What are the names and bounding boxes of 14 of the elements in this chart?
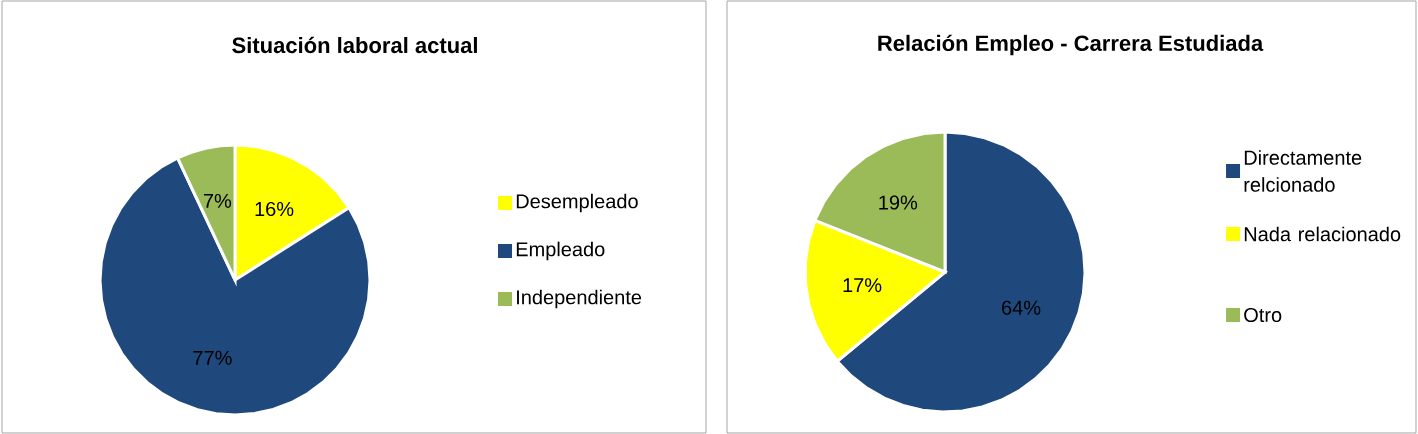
data-label: 17% (843, 278, 882, 293)
legend-label: Independiente (517, 289, 642, 309)
legend-label: Desempleado (516, 193, 638, 213)
data-label: 16% (255, 201, 294, 217)
data-label: 64% (1002, 300, 1041, 315)
data-label: 7% (203, 193, 232, 208)
data-label: 77% (193, 350, 232, 365)
chart-title: Situación laboral actual (232, 36, 477, 54)
data-label: 19% (879, 195, 918, 210)
legend-label: Otro (1244, 307, 1282, 323)
chart-title: Relación Empleo - Carrera Estudiada (878, 34, 1264, 56)
legend-label: Directamente relcionado (1244, 150, 1362, 192)
legend-label: Empleado (516, 241, 605, 261)
legend-label: Nada relacionado (1244, 226, 1401, 242)
